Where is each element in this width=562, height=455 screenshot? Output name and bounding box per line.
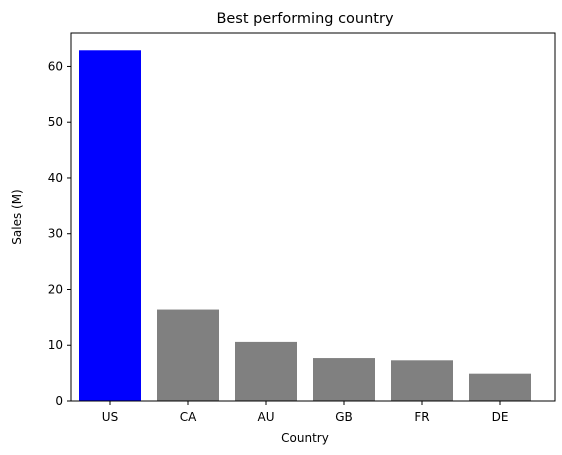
y-tick-label-30: 30 (48, 227, 63, 241)
bar-us (79, 50, 141, 401)
y-tick-label-0: 0 (55, 394, 63, 408)
x-tick-label-ca: CA (180, 410, 197, 424)
x-tick-label-au: AU (258, 410, 275, 424)
bar-gb (313, 358, 375, 401)
bar-de (469, 373, 531, 401)
chart-title: Best performing country (216, 11, 394, 27)
x-axis-label: Country (281, 431, 329, 445)
y-tick-label-10: 10 (48, 338, 63, 352)
y-axis-ticks: 0 10 20 30 40 50 60 (48, 59, 71, 408)
y-tick-label-20: 20 (48, 282, 63, 296)
x-tick-label-us: US (102, 410, 118, 424)
x-axis-ticks: US CA AU GB FR DE (102, 401, 509, 424)
plot-frame (70, 32, 556, 402)
bars-layer (79, 50, 531, 401)
x-tick-label-fr: FR (414, 410, 429, 424)
y-tick-label-50: 50 (48, 115, 63, 129)
y-tick-label-60: 60 (48, 59, 63, 73)
x-tick-label-gb: GB (335, 410, 353, 424)
bar-au (235, 341, 297, 401)
y-axis-label: Sales (M) (10, 189, 24, 244)
bar-ca (157, 309, 219, 401)
bar-fr (391, 360, 453, 401)
x-tick-label-de: DE (492, 410, 509, 424)
y-tick-label-40: 40 (48, 171, 63, 185)
